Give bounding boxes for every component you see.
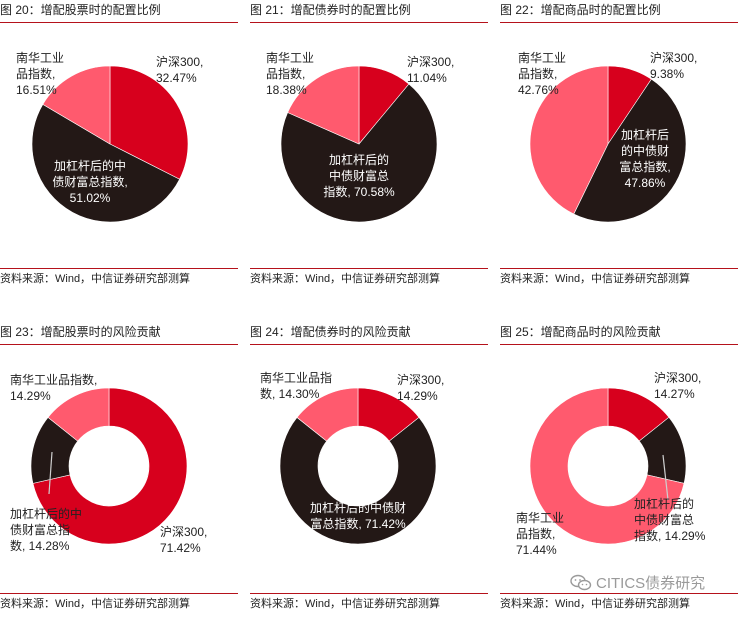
pie-slices xyxy=(529,387,687,545)
donut-chart: 沪深300, 14.27% 加杠杆后的中债财富总指数, 14.29% 南华工业品指数,… xyxy=(516,371,706,557)
chart-panel-24: 图 24：增配债券时的风险贡献 沪深300, 14.29% 加杠杆后的中债财富总指数… xyxy=(250,322,490,622)
data-label-commodity-index: 南华工业品指数, 16.51% xyxy=(16,50,64,97)
data-label-bond-index: 加杠杆后的中债财富总指数, 71.42% xyxy=(310,500,406,531)
pie-chart: 沪深300, 9.38% 加杠杆后的中债财富总指数, 47.86% 南华工业品指数, 42… xyxy=(518,50,697,223)
pie-slices xyxy=(280,65,438,223)
pie-slice-bond-index xyxy=(573,78,687,223)
chart-source: 资料来源：Wind，中信证券研究部测算 xyxy=(500,593,738,611)
wechat-icon xyxy=(570,574,592,590)
chart-panel-21: 图 21：增配债券时的配置比例 沪深300, 11.04% 加杠杆后的中债财富总指数… xyxy=(250,0,490,300)
chart-title: 图 21：增配债券时的配置比例 xyxy=(250,2,488,23)
data-label-bond-index: 加杠杆后的中债财富总指数, 14.29% xyxy=(634,496,706,543)
pie-slices xyxy=(30,387,188,545)
pie-slices xyxy=(279,387,437,545)
data-label-bond-index: 加杠杆后的中债财富总指数, 14.28% xyxy=(10,506,82,553)
chart-panel-20: 图 20：增配股票时的配置比例 沪深300, 32.47% 加杠杆后的中债财富总指数… xyxy=(0,0,240,300)
chart-source: 资料来源：Wind，中信证券研究部测算 xyxy=(0,593,238,611)
leader-line xyxy=(662,454,669,501)
pie-slices xyxy=(31,65,189,223)
data-label-commodity-index: 南华工业品指数, 71.44% xyxy=(516,510,564,557)
pie-chart: 沪深300, 11.04% 加杠杆后的中债财富总指数, 70.58% 南华工业品指数,… xyxy=(266,50,454,223)
chart-panel-23: 图 23：增配股票时的风险贡献 沪深300, 71.42% 加杠杆后的中债财富总指数… xyxy=(0,322,240,622)
pie-slice-bond-index xyxy=(280,83,438,223)
pie-slice-commodity-index xyxy=(529,387,685,545)
pie-slice-commodity-index xyxy=(529,65,609,215)
chart-title: 图 22：增配商品时的配置比例 xyxy=(500,2,738,23)
data-label-commodity-index: 南华工业品指数, 14.29% xyxy=(10,372,97,403)
data-label-hs300: 沪深300, 11.04% xyxy=(407,55,454,85)
data-label-bond-index: 加杠杆后的中债财富总指数, 51.02% xyxy=(52,158,127,205)
data-label-hs300: 沪深300, 9.38% xyxy=(650,51,697,81)
pie-chart: 沪深300, 32.47% 加杠杆后的中债财富总指数, 51.02% 南华工业品指数, 1… xyxy=(16,50,203,223)
chart-source: 资料来源：Wind，中信证券研究部测算 xyxy=(250,268,488,286)
pie-slice-bond-index xyxy=(31,103,180,223)
chart-title: 图 20：增配股票时的配置比例 xyxy=(0,2,238,23)
pie-slice-hs300 xyxy=(109,65,189,180)
data-label-commodity-index: 南华工业品指数, 18.38% xyxy=(266,50,314,97)
chart-source: 资料来源：Wind，中信证券研究部测算 xyxy=(0,268,238,286)
data-label-hs300: 沪深300, 14.27% xyxy=(654,371,701,401)
pie-slice-hs300 xyxy=(32,387,188,545)
pie-slice-commodity-index xyxy=(287,65,360,145)
chart-title: 图 24：增配债券时的风险贡献 xyxy=(250,324,488,345)
donut-chart: 沪深300, 71.42% 加杠杆后的中债财富总指数, 14.28% 南华工业品指数,… xyxy=(10,372,207,555)
watermark-text: CITICS债券研究 xyxy=(596,575,706,592)
data-label-hs300: 沪深300, 14.29% xyxy=(397,373,444,403)
data-label-commodity-index: 南华工业品指数, 42.76% xyxy=(518,50,566,97)
data-label-bond-index: 加杠杆后的中债财富总指数, 47.86% xyxy=(619,127,670,190)
pie-slice-bond-index xyxy=(279,416,437,545)
leader-line xyxy=(48,451,53,495)
chart-source: 资料来源：Wind，中信证券研究部测算 xyxy=(500,268,738,286)
data-label-commodity-index: 南华工业品指数, 14.30% xyxy=(260,370,332,401)
pie-slices xyxy=(529,65,687,223)
data-label-hs300: 沪深300, 71.42% xyxy=(160,525,207,555)
data-label-bond-index: 加杠杆后的中债财富总指数, 70.58% xyxy=(323,152,395,199)
chart-source: 资料来源：Wind，中信证券研究部测算 xyxy=(250,593,488,611)
chart-title: 图 25：增配商品时的风险贡献 xyxy=(500,324,738,345)
data-label-hs300: 沪深300, 32.47% xyxy=(156,55,203,85)
watermark: CITICS债券研究 xyxy=(570,572,705,593)
donut-chart: 沪深300, 14.29% 加杠杆后的中债财富总指数, 71.42% 南华工业品指数,… xyxy=(260,370,444,545)
chart-panel-25: 图 25：增配商品时的风险贡献 沪深300, 14.27% 加杠杆后的中债财富总指数… xyxy=(500,322,740,622)
chart-panel-22: 图 22：增配商品时的配置比例 沪深300, 9.38% 加杠杆后的中债财富总指数,… xyxy=(500,0,740,300)
pie-slice-commodity-index xyxy=(296,387,359,442)
chart-title: 图 23：增配股票时的风险贡献 xyxy=(0,324,238,345)
pie-slice-commodity-index xyxy=(42,65,111,145)
pie-slice-commodity-index xyxy=(47,387,110,442)
